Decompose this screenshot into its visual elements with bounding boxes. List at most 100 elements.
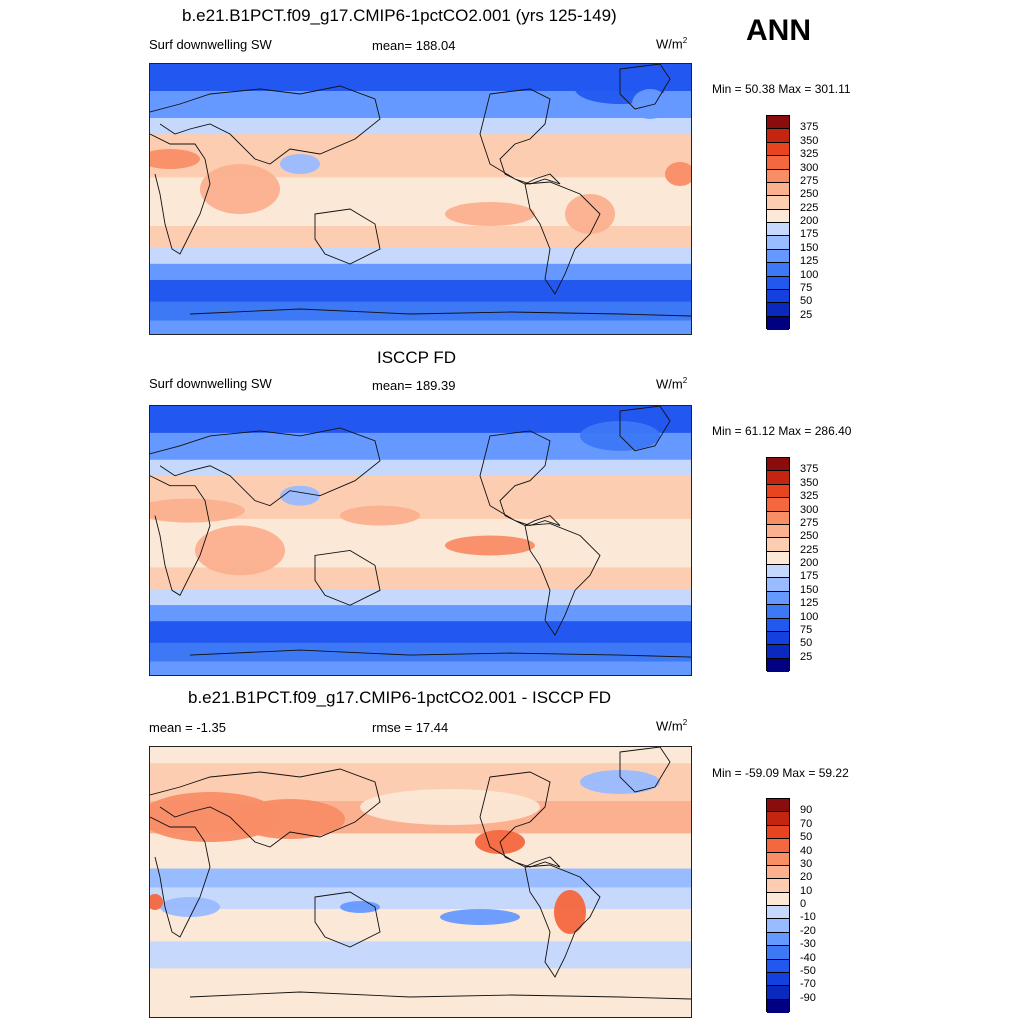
colorbar-swatch	[767, 946, 789, 960]
coastline	[314, 549, 381, 606]
colorbar-swatch	[767, 631, 789, 646]
panel2-mean-label: mean= 189.39	[372, 378, 456, 393]
colorbar-tick-label: 125	[800, 597, 819, 610]
colorbar-tick-label: 300	[800, 503, 819, 516]
map-band	[150, 320, 691, 334]
colorbar-tick-label: 175	[800, 570, 819, 583]
colorbar-tick-label: 325	[800, 490, 819, 503]
colorbar-swatch	[767, 578, 789, 592]
colorbar-swatch	[767, 959, 789, 973]
map-anomaly-region	[632, 89, 668, 119]
colorbar-tick-label: 275	[800, 516, 819, 529]
coastline	[524, 523, 601, 637]
map-band	[150, 567, 691, 590]
colorbar-swatch	[767, 605, 789, 619]
colorbar-swatch	[767, 565, 789, 579]
map-anomaly-region	[665, 162, 691, 186]
panel2-units: W/m2	[656, 376, 688, 392]
map-anomaly-region	[440, 909, 520, 925]
map-anomaly-region	[580, 770, 660, 794]
map-anomaly-region	[280, 485, 320, 506]
map-anomaly-region	[340, 505, 420, 526]
map-anomaly-region	[200, 164, 280, 214]
coastline	[189, 649, 691, 658]
map-band	[150, 941, 691, 970]
map-band	[150, 621, 691, 644]
colorbar-swatch	[767, 524, 789, 539]
map-anomaly-region	[554, 890, 586, 934]
map-band	[150, 459, 691, 477]
colorbar-swatch	[767, 879, 789, 893]
colorbar-tick-label: 175	[800, 228, 819, 241]
colorbar-tick-label: 350	[800, 134, 819, 147]
colorbar-swatch	[767, 116, 789, 130]
panel2-title: ISCCP FD	[377, 348, 457, 367]
panel3-mean-label: mean = -1.35	[149, 720, 226, 735]
panel1-variable-label: Surf downwelling SW	[149, 37, 272, 52]
colorbar-swatch	[767, 156, 789, 170]
coastline	[524, 864, 601, 978]
map-band	[150, 887, 691, 910]
colorbar-tick-label: -10	[800, 911, 816, 924]
colorbar-tick-label: 10	[800, 884, 813, 897]
coastline	[150, 768, 381, 848]
map-anomaly-region	[195, 525, 285, 576]
colorbar-tick-label: 225	[800, 201, 819, 214]
colorbar-tick-label: 100	[800, 268, 819, 281]
map-band	[150, 301, 691, 322]
map-band	[150, 661, 691, 675]
coastline	[619, 747, 671, 793]
colorbar-tick-label: 70	[800, 817, 813, 830]
colorbar-tick-label: 50	[800, 295, 813, 308]
colorbar-swatch	[767, 906, 789, 920]
map-band	[150, 909, 691, 943]
coastline	[619, 406, 671, 452]
map-anomaly-region	[280, 154, 320, 174]
colorbar-tick-label: -70	[800, 978, 816, 991]
panel2-colorbar	[766, 457, 790, 672]
colorbar-swatch	[767, 182, 789, 197]
panel2-map	[149, 405, 692, 676]
colorbar-tick-label: 0	[800, 898, 807, 910]
colorbar-swatch	[767, 276, 789, 290]
coastline	[150, 133, 211, 255]
colorbar-swatch	[767, 812, 789, 826]
coastline	[189, 991, 691, 1000]
panel1-map	[149, 63, 692, 335]
panel2-minmax: Min = 61.12 Max = 286.40	[712, 424, 852, 438]
colorbar-tick-label: 200	[800, 557, 819, 569]
panel3-units: W/m2	[656, 718, 688, 734]
colorbar-swatch	[767, 551, 789, 565]
colorbar-tick-label: 275	[800, 174, 819, 187]
coastline	[619, 64, 671, 110]
map-band	[150, 968, 691, 991]
colorbar-tick-label: 40	[800, 844, 813, 857]
colorbar-swatch	[767, 865, 789, 880]
colorbar-tick-label: 50	[800, 637, 813, 650]
colorbar-tick-label: 25	[800, 308, 813, 321]
colorbar-tick-label: -20	[800, 924, 816, 937]
map-band	[150, 605, 691, 623]
colorbar-tick-label: 200	[800, 215, 819, 227]
coastline	[150, 427, 381, 507]
colorbar-tick-label: 30	[800, 857, 813, 870]
colorbar-tick-label: 325	[800, 148, 819, 161]
map-anomaly-region	[235, 799, 345, 839]
colorbar-swatch	[767, 498, 789, 512]
panel3-map	[149, 746, 692, 1018]
colorbar-tick-label: -90	[800, 991, 816, 1004]
colorbar-swatch	[767, 645, 789, 659]
map-anomaly-region	[150, 498, 245, 523]
colorbar-tick-label: 90	[800, 804, 813, 817]
map-band	[150, 118, 691, 136]
colorbar-swatch	[767, 142, 789, 157]
map-anomaly-region	[340, 901, 380, 913]
colorbar-swatch	[767, 263, 789, 277]
coastline	[314, 891, 381, 948]
colorbar-swatch	[767, 972, 789, 987]
colorbar-swatch	[767, 316, 789, 330]
map-band	[150, 588, 691, 607]
colorbar-tick-label: 300	[800, 161, 819, 174]
colorbar-swatch	[767, 591, 789, 606]
colorbar-swatch	[767, 986, 789, 1000]
